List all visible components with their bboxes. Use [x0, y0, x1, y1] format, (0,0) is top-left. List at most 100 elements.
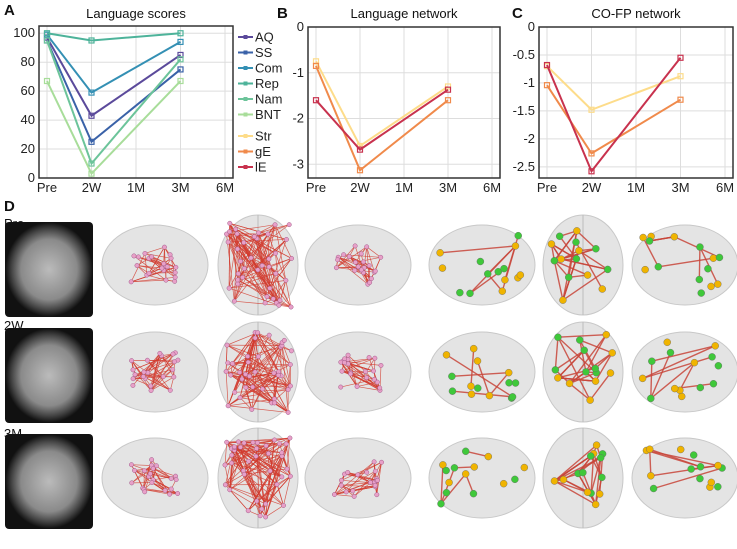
- brain-surface: [101, 331, 209, 413]
- network-edge: [272, 298, 277, 304]
- network-edge: [577, 473, 597, 505]
- legend-marker-SS: [243, 50, 248, 55]
- network-edge: [234, 447, 258, 502]
- network-edge: [562, 268, 609, 301]
- network-node: [554, 374, 562, 382]
- network-edge: [356, 381, 378, 387]
- network-node: [278, 373, 284, 379]
- x-tick-label: 1M: [395, 180, 413, 195]
- data-point-lE: [543, 61, 551, 69]
- network-node: [508, 393, 517, 401]
- network-node: [339, 368, 345, 374]
- network-node: [687, 465, 695, 473]
- network-node: [173, 473, 178, 479]
- network-edge: [225, 371, 229, 406]
- y-tick-label: 0: [297, 19, 304, 34]
- network-edge: [241, 371, 279, 380]
- y-tick-label: -1: [292, 65, 304, 80]
- network-edge: [232, 356, 259, 364]
- panel-label-d: D: [4, 198, 15, 215]
- network-node: [706, 483, 714, 491]
- charts: Pre 2W 1M 3M 6M 0 20 40 60 80 100 Language scores AQ…: [13, 6, 734, 195]
- network-node: [595, 490, 604, 498]
- network-edge: [366, 246, 375, 273]
- network-edge: [554, 455, 592, 482]
- network-edge: [353, 471, 376, 497]
- network-edge: [336, 266, 359, 269]
- network-edge: [363, 267, 369, 285]
- network-node: [142, 376, 148, 381]
- network-node: [263, 514, 269, 520]
- network-edge: [259, 484, 278, 516]
- network-edge: [240, 224, 290, 262]
- network-edge: [271, 385, 291, 404]
- network-edge: [131, 464, 172, 479]
- network-edge: [268, 266, 277, 274]
- y-tick-label: 0: [28, 170, 35, 185]
- network-edge: [267, 233, 287, 281]
- network-edge: [229, 222, 287, 240]
- network-node: [149, 480, 155, 485]
- network-edge: [349, 256, 372, 279]
- network-edge: [237, 261, 241, 280]
- network-edge: [165, 279, 175, 282]
- network-node: [342, 360, 347, 366]
- network-edge: [131, 465, 157, 484]
- network-edge: [234, 447, 261, 516]
- network-node: [353, 259, 358, 265]
- network-edge: [568, 230, 578, 278]
- network-edge: [131, 360, 152, 387]
- network-edge: [446, 354, 513, 398]
- network-edge: [583, 349, 597, 374]
- network-node: [374, 379, 380, 385]
- network-node: [484, 452, 493, 461]
- series-line-Str: [546, 65, 681, 111]
- network-edge: [560, 250, 580, 260]
- network-edge: [229, 450, 235, 490]
- network-node: [696, 243, 704, 251]
- network-edge: [334, 482, 371, 495]
- network-node: [572, 255, 581, 263]
- network-node: [248, 255, 254, 261]
- network-node: [647, 232, 655, 241]
- network-node: [714, 280, 722, 288]
- brain-surface: [304, 224, 412, 306]
- network-edge: [336, 267, 375, 273]
- network-edge: [132, 353, 161, 386]
- network-edge: [138, 256, 176, 268]
- network-node: [241, 471, 247, 477]
- y-tick-label: -1.5: [513, 103, 535, 118]
- network-edge: [227, 332, 256, 406]
- network-edge: [147, 360, 164, 377]
- network-node: [131, 253, 137, 259]
- network-node: [484, 270, 492, 278]
- network-edge: [342, 360, 374, 372]
- network-edge: [361, 265, 370, 271]
- network-node: [586, 396, 594, 404]
- network-edge: [237, 224, 276, 281]
- network-node: [279, 343, 285, 349]
- network-edge: [370, 480, 377, 483]
- network-edge: [241, 378, 253, 410]
- network-edge: [268, 453, 284, 506]
- network-node: [225, 239, 231, 245]
- network-edge: [337, 256, 355, 271]
- network-edge: [247, 484, 278, 511]
- network-node: [266, 264, 272, 270]
- network-edge: [582, 472, 597, 505]
- network-edge: [151, 256, 163, 269]
- network-edge: [229, 223, 266, 304]
- brain-surface: [304, 437, 412, 519]
- network-edge: [348, 363, 375, 380]
- network-edge: [595, 444, 602, 459]
- network-edge: [151, 256, 167, 267]
- network-edge: [150, 369, 173, 391]
- network-node: [646, 445, 654, 453]
- network-node: [288, 348, 294, 354]
- network-edge: [440, 464, 444, 504]
- network-node: [438, 264, 447, 272]
- network-node: [559, 296, 567, 304]
- network-edge: [134, 470, 170, 495]
- network-node: [711, 342, 719, 350]
- network-edge: [239, 332, 258, 373]
